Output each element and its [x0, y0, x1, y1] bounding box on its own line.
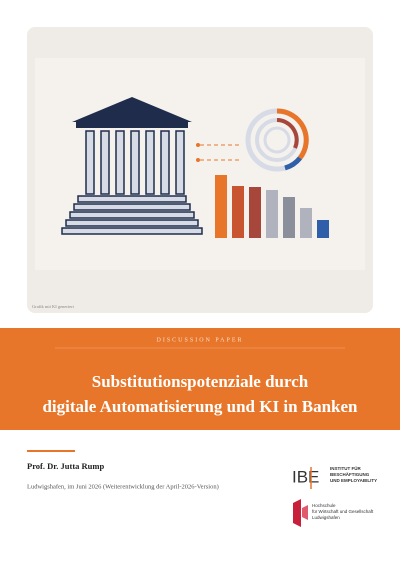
title-line: digitale Automatisierung und KI in Banke…: [42, 397, 358, 416]
hs-logo: [302, 505, 308, 520]
ibe-name: INSTITUT FÜR: [330, 465, 361, 471]
ibe-name: UND EMPLOYABILITY: [330, 478, 377, 483]
title-line: Substitutionspotenziale durch: [92, 372, 309, 391]
image-area: [35, 58, 365, 270]
hs-logo: [293, 499, 301, 527]
place-date: Ludwigshafen, im Juni 2026 (Weiterentwic…: [27, 483, 219, 490]
author: Prof. Dr. Jutta Rump: [27, 461, 104, 471]
ibe-name: BESCHÄFTIGUNG: [330, 471, 370, 477]
title-band: [0, 328, 400, 430]
hs-name: für Wirtschaft und Gesellschaft: [312, 509, 374, 514]
illustration: [61, 97, 329, 238]
hs-name: Ludwigshafen: [312, 515, 340, 520]
ibe-mark: IBE: [292, 467, 319, 486]
hs-name: Hochschule: [312, 503, 336, 508]
image-caption: Grafik mit KI generiert: [32, 304, 75, 309]
label: DISCUSSION PAPER: [157, 337, 244, 343]
accent-line: [27, 450, 75, 452]
